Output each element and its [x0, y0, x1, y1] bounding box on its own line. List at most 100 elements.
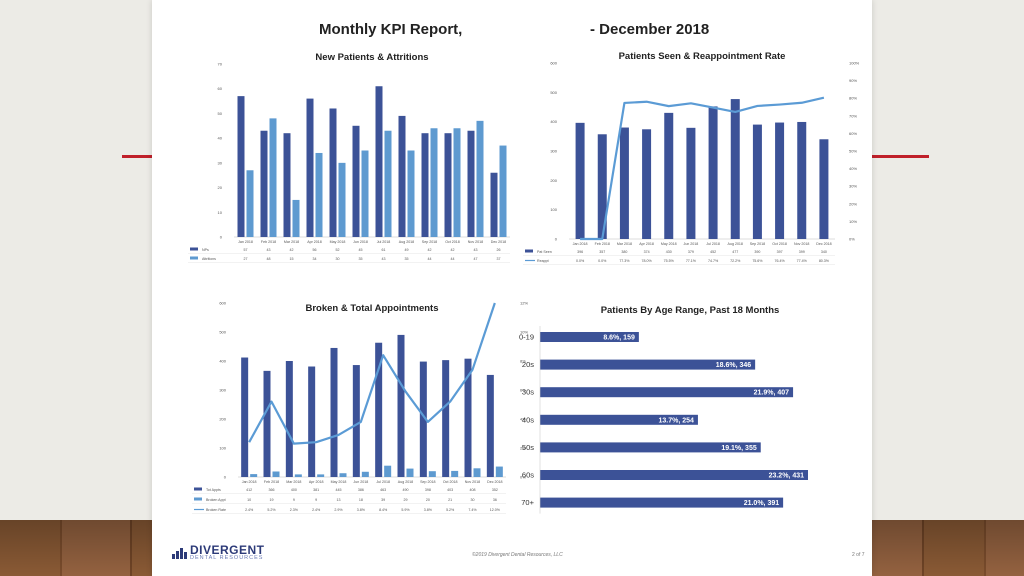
x-tick-broken_appts: Jan 2018 — [242, 480, 257, 484]
y-tick-new_patients: 30 — [218, 160, 223, 165]
bar-broken_appts-tot-appts — [397, 334, 405, 477]
y-tick-broken_appts: 300 — [219, 388, 226, 393]
table-cell-broken_appts: 36 — [493, 498, 497, 502]
table-cell-broken_appts: 403 — [447, 488, 453, 492]
y-tick-patients_seen: 200 — [550, 178, 557, 183]
table-cell-patients_seen: 477 — [732, 250, 738, 254]
bar-new_patients-nps — [375, 86, 383, 237]
y2-tick-patients_seen: 60% — [849, 131, 857, 136]
bar-patients_seen-pat-seen — [752, 124, 762, 239]
table-cell-patients_seen: 74.7% — [708, 259, 719, 263]
bar-broken_appts-broken-appt — [294, 474, 302, 477]
bar-new_patients-nps — [444, 133, 452, 237]
age-bar — [540, 359, 756, 370]
table-cell-broken_appts: 2.9% — [334, 508, 343, 512]
logo-main-text: DIVERGENT — [190, 543, 265, 557]
table-cell-broken_appts: 3.8% — [424, 508, 433, 512]
table-cell-broken_appts: 400 — [291, 488, 297, 492]
y2-tick-patients_seen: 30% — [849, 184, 857, 189]
table-cell-broken_appts: 2.4% — [312, 508, 321, 512]
x-tick-broken_appts: Dec 2018 — [487, 480, 502, 484]
table-cell-new_patients: 42 — [451, 248, 455, 252]
bar-patients_seen-pat-seen — [775, 122, 785, 239]
x-tick-broken_appts: Jun 2018 — [353, 480, 368, 484]
chart-title-age-range: Patients By Age Range, Past 18 Months — [601, 305, 780, 316]
bar-patients_seen-pat-seen — [708, 106, 718, 239]
bar-broken_appts-tot-appts — [486, 374, 494, 477]
y2-tick-patients_seen: 70% — [849, 113, 857, 118]
y-tick-new_patients: 0 — [220, 235, 223, 240]
y2-tick-patients_seen: 100% — [849, 61, 860, 66]
age-category-label: 60s — [522, 471, 534, 480]
y-tick-new_patients: 20 — [218, 185, 223, 190]
bar-broken_appts-tot-appts — [330, 347, 338, 477]
bar-broken_appts-tot-appts — [442, 360, 450, 477]
bar-broken_appts-broken-appt — [272, 471, 280, 477]
age-category-label: 40s — [522, 415, 534, 424]
y-tick-patients_seen: 600 — [550, 61, 557, 66]
table-cell-new_patients: 35 — [359, 257, 363, 261]
x-tick-broken_appts: Mar 2018 — [286, 480, 301, 484]
x-tick-patients_seen: Mar 2018 — [617, 242, 632, 246]
legend-key-new_patients — [190, 247, 198, 251]
table-cell-new_patients: 15 — [290, 257, 294, 261]
bar-new_patients-nps — [467, 130, 475, 237]
bar-new_patients-attritions — [315, 152, 323, 237]
bar-patients_seen-pat-seen — [597, 134, 607, 239]
bar-patients_seen-pat-seen — [619, 127, 629, 239]
table-cell-patients_seen: 0.0% — [576, 259, 585, 263]
bar-new_patients-nps — [398, 115, 406, 237]
table-cell-patients_seen: 396 — [577, 250, 583, 254]
bar-new_patients-nps — [329, 108, 337, 237]
table-cell-patients_seen: 77.4% — [797, 259, 808, 263]
bar-new_patients-attritions — [476, 120, 484, 237]
bar-broken_appts-tot-appts — [285, 361, 293, 477]
bar-new_patients-nps — [283, 133, 291, 237]
bar-new_patients-nps — [306, 98, 314, 237]
x-tick-patients_seen: Apr 2018 — [639, 242, 654, 246]
legend-key-broken_appts — [194, 487, 202, 491]
charts-canvas: New Patients & Attritions706050403020100… — [188, 51, 860, 514]
age-bar-data-label: 21.0%, 391 — [744, 500, 780, 507]
bar-patients_seen-pat-seen — [575, 122, 585, 239]
x-tick-broken_appts: May 2018 — [331, 480, 347, 484]
table-cell-patients_seen: 379 — [688, 250, 694, 254]
y-tick-broken_appts: 200 — [219, 417, 226, 422]
bar-broken_appts-broken-appt — [361, 471, 369, 477]
age-category-label: 30s — [522, 388, 534, 397]
x-tick-broken_appts: Aug 2018 — [398, 480, 413, 484]
y-tick-new_patients: 60 — [218, 86, 223, 91]
y-tick-patients_seen: 0 — [555, 237, 558, 242]
table-cell-new_patients: 37 — [497, 257, 501, 261]
table-cell-broken_appts: 386 — [358, 488, 364, 492]
x-tick-patients_seen: Jun 2018 — [684, 242, 699, 246]
slide-title: Monthly KPI Report, - December 2018 — [152, 21, 872, 43]
x-tick-broken_appts: Jul 2018 — [376, 480, 390, 484]
table-cell-broken_appts: 408 — [470, 488, 476, 492]
legend-label-patients_seen: Reappt — [537, 259, 549, 263]
table-cell-broken_appts: 2.3% — [290, 508, 299, 512]
bar-broken_appts-tot-appts — [241, 357, 249, 477]
y-tick-new_patients: 50 — [218, 111, 223, 116]
bar-new_patients-nps — [421, 133, 429, 237]
bar-new_patients-attritions — [361, 150, 369, 237]
table-cell-new_patients: 48 — [267, 257, 271, 261]
table-cell-new_patients: 34 — [313, 257, 317, 261]
age-bar — [540, 414, 698, 425]
bar-broken_appts-broken-appt — [473, 468, 481, 477]
bar-broken_appts-tot-appts — [375, 342, 383, 477]
table-cell-broken_appts: 39 — [381, 498, 385, 502]
table-cell-broken_appts: 19 — [270, 498, 274, 502]
bar-broken_appts-broken-appt — [384, 465, 392, 477]
table-cell-broken_appts: 20 — [426, 498, 430, 502]
table-cell-new_patients: 56 — [313, 248, 317, 252]
y-tick-new_patients: 10 — [218, 210, 223, 215]
bar-patients_seen-pat-seen — [819, 139, 829, 239]
table-cell-patients_seen: 77.1% — [686, 259, 697, 263]
y2-tick-patients_seen: 0% — [849, 237, 855, 242]
y-tick-new_patients: 40 — [218, 136, 223, 141]
y-tick-patients_seen: 400 — [550, 119, 557, 124]
x-tick-patients_seen: Jan 2018 — [573, 242, 588, 246]
legend-key-broken_appts — [194, 497, 202, 501]
y2-tick-patients_seen: 20% — [849, 201, 857, 206]
